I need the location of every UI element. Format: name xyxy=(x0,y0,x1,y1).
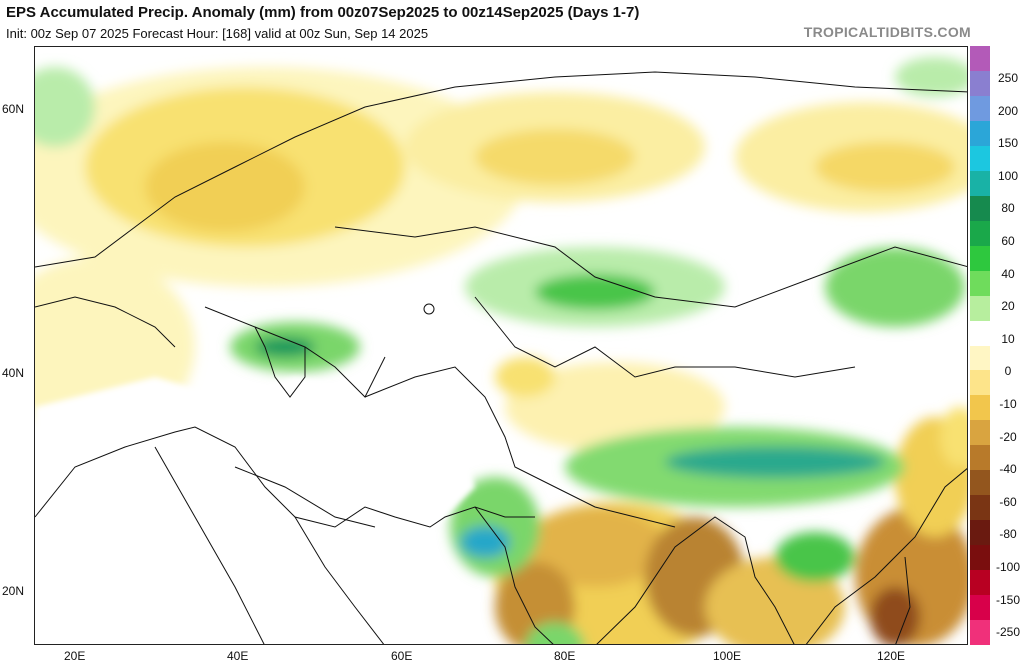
colorbar-segment xyxy=(970,620,990,646)
colorbar-label: 100 xyxy=(997,168,1019,183)
colorbar-label: -60 xyxy=(999,494,1017,509)
dry-region-siberia-core xyxy=(475,129,635,185)
colorbar-segment xyxy=(970,520,990,546)
colorbar-segment xyxy=(970,145,990,172)
colorbar-segment xyxy=(970,170,990,197)
coastline-persian-gulf xyxy=(234,466,376,528)
coastline-black-sea xyxy=(35,296,176,348)
colorbar-label: -150 xyxy=(995,592,1021,607)
dry-region-tibet xyxy=(505,362,725,452)
dry-region-yakutia xyxy=(815,142,955,192)
colorbar-label: 10 xyxy=(1001,331,1015,346)
coastline-red-sea xyxy=(154,446,265,644)
wet-region-manchuria xyxy=(825,247,965,327)
wet-region-yangtze xyxy=(665,446,885,478)
coastline-caspian xyxy=(254,326,306,398)
colorbar-label: -100 xyxy=(995,560,1021,574)
dry-region-india-core xyxy=(525,507,665,587)
lat-label-60n: 60N xyxy=(2,102,25,116)
border-caucasus xyxy=(204,306,386,398)
wet-region-altai xyxy=(535,274,655,310)
colorbar-label: 60 xyxy=(1001,234,1015,248)
colorbar-segment xyxy=(970,120,990,147)
lat-label-40n: 40N xyxy=(2,366,25,380)
dry-region-philippines-core xyxy=(870,587,920,644)
border-mongolia-china xyxy=(474,296,856,378)
colorbar-label: 250 xyxy=(997,71,1019,85)
lake-balkhash xyxy=(423,303,435,315)
lon-label-80e: 80E xyxy=(554,649,576,663)
colorbar-segment xyxy=(970,370,990,396)
colorbar-segment xyxy=(970,495,990,521)
dry-region-tarim xyxy=(495,357,555,397)
colorbar-segment xyxy=(970,270,990,297)
colorbar-label: 200 xyxy=(997,103,1019,118)
map-canvas xyxy=(35,47,967,644)
coastline-india-west xyxy=(474,506,554,644)
border-afghanistan-himalaya xyxy=(364,366,676,528)
colorbar-segment xyxy=(970,445,990,471)
colorbar-segment xyxy=(970,395,990,421)
border-kazakh-russia xyxy=(334,226,967,308)
colorbar-segment xyxy=(970,295,990,322)
colorbar-label: -250 xyxy=(995,625,1021,640)
colorbar-segment xyxy=(970,420,990,446)
colorbar-segment xyxy=(970,70,990,97)
wet-region-sindh xyxy=(460,526,510,558)
colorbar-segment xyxy=(970,245,990,272)
dry-region-russia-peak xyxy=(145,142,305,232)
colorbar-label: -80 xyxy=(999,527,1017,542)
coastline-bay-of-bengal xyxy=(596,516,795,644)
colorbar-segment xyxy=(970,470,990,496)
colorbar-label: -40 xyxy=(999,462,1017,477)
lon-label-100e: 100E xyxy=(713,649,742,663)
lat-label-20n: 20N xyxy=(2,584,25,598)
border-arabia-east xyxy=(294,516,385,644)
colorbar-label: 0 xyxy=(1004,364,1012,379)
wet-region-scandinavia xyxy=(35,67,95,147)
neutral-region-arabia xyxy=(35,377,475,644)
wet-region-south-india xyxy=(525,622,585,644)
lon-label-120e: 120E xyxy=(877,649,906,663)
brand-watermark: TROPICALTIDBITS.COM xyxy=(803,24,971,40)
map-borders xyxy=(35,71,967,644)
colorbar-label: -10 xyxy=(999,397,1017,411)
colorbar-label: 150 xyxy=(997,136,1019,151)
lon-label-40e: 40E xyxy=(227,649,249,663)
colorbar-label: 20 xyxy=(1001,299,1015,314)
anomaly-field xyxy=(35,57,967,644)
border-russia-north xyxy=(35,71,967,268)
colorbar-segment xyxy=(970,320,990,346)
colorbar-label: 80 xyxy=(1001,201,1015,216)
colorbar-segment xyxy=(970,570,990,596)
colorbar-segment xyxy=(970,195,990,222)
precip-anomaly-map xyxy=(34,46,968,645)
dry-region-japan xyxy=(940,407,967,467)
colorbar-label: 40 xyxy=(1001,266,1015,281)
coastline-taiwan-philippines xyxy=(895,556,911,644)
wet-region-arctic xyxy=(895,57,967,97)
colorbar-label: -20 xyxy=(999,429,1017,444)
coastline-south-china xyxy=(805,468,967,644)
colorbar-segment xyxy=(970,545,990,571)
lon-label-20e: 20E xyxy=(64,649,86,663)
colorbar-segment xyxy=(970,95,990,122)
chart-title: EPS Accumulated Precip. Anomaly (mm) fro… xyxy=(6,4,640,21)
wet-region-caucasus-core xyxy=(255,337,315,357)
colorbar-segment xyxy=(970,220,990,247)
colorbar-segment xyxy=(970,345,990,371)
coastline-arabia-north xyxy=(35,426,535,528)
chart-subtitle: Init: 00z Sep 07 2025 Forecast Hour: [16… xyxy=(6,26,429,41)
colorbar-segment xyxy=(970,595,990,621)
lon-label-60e: 60E xyxy=(391,649,413,663)
colorbar-segment xyxy=(970,46,990,72)
wet-region-south-china xyxy=(775,532,855,582)
colorbar xyxy=(970,46,990,646)
